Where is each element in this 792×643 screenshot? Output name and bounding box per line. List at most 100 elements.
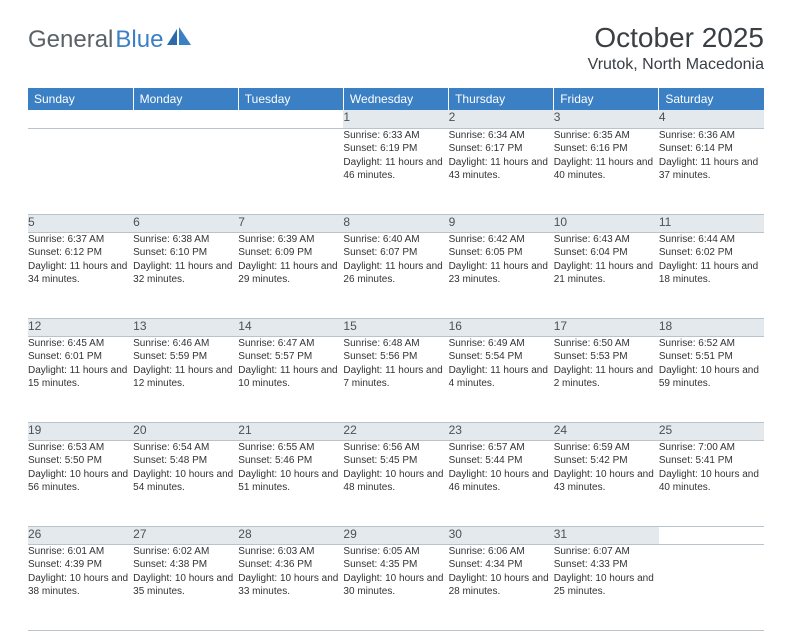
daylight-text: Daylight: 10 hours and 40 minutes. bbox=[659, 468, 764, 495]
calendar-weekday-header: SundayMondayTuesdayWednesdayThursdayFrid… bbox=[28, 88, 764, 110]
day-content-cell: Sunrise: 6:39 AMSunset: 6:09 PMDaylight:… bbox=[238, 232, 343, 318]
sunrise-text: Sunrise: 6:38 AM bbox=[133, 233, 238, 247]
day-content-cell: Sunrise: 6:37 AMSunset: 6:12 PMDaylight:… bbox=[28, 232, 133, 318]
day-content-cell: Sunrise: 6:56 AMSunset: 5:45 PMDaylight:… bbox=[343, 440, 448, 526]
sunrise-text: Sunrise: 6:46 AM bbox=[133, 337, 238, 351]
daylight-text: Daylight: 11 hours and 10 minutes. bbox=[238, 364, 343, 391]
daylight-text: Daylight: 10 hours and 59 minutes. bbox=[659, 364, 764, 391]
sunrise-text: Sunrise: 6:47 AM bbox=[238, 337, 343, 351]
day-content-cell: Sunrise: 6:55 AMSunset: 5:46 PMDaylight:… bbox=[238, 440, 343, 526]
day-number-cell: 15 bbox=[343, 318, 448, 336]
sunrise-text: Sunrise: 6:48 AM bbox=[343, 337, 448, 351]
sunset-text: Sunset: 5:45 PM bbox=[343, 454, 448, 468]
page-header: GeneralBlue October 2025 Vrutok, North M… bbox=[28, 22, 764, 74]
day-number-cell: 21 bbox=[238, 422, 343, 440]
sunset-text: Sunset: 6:05 PM bbox=[449, 246, 554, 260]
daylight-text: Daylight: 10 hours and 28 minutes. bbox=[449, 572, 554, 599]
daylight-text: Daylight: 11 hours and 32 minutes. bbox=[133, 260, 238, 287]
weekday-header-cell: Monday bbox=[133, 88, 238, 110]
day-number-cell: 19 bbox=[28, 422, 133, 440]
day-number-cell: 31 bbox=[554, 526, 659, 544]
sunset-text: Sunset: 6:19 PM bbox=[343, 142, 448, 156]
day-content-cell: Sunrise: 6:40 AMSunset: 6:07 PMDaylight:… bbox=[343, 232, 448, 318]
day-content-cell bbox=[238, 128, 343, 214]
day-content-cell: Sunrise: 6:52 AMSunset: 5:51 PMDaylight:… bbox=[659, 336, 764, 422]
day-number-row: 19202122232425 bbox=[28, 422, 764, 440]
sunset-text: Sunset: 6:12 PM bbox=[28, 246, 133, 260]
day-content-cell: Sunrise: 7:00 AMSunset: 5:41 PMDaylight:… bbox=[659, 440, 764, 526]
day-number-row: 12131415161718 bbox=[28, 318, 764, 336]
logo-text-a: General bbox=[28, 26, 113, 54]
sunrise-text: Sunrise: 6:44 AM bbox=[659, 233, 764, 247]
daylight-text: Daylight: 11 hours and 37 minutes. bbox=[659, 156, 764, 183]
sunrise-text: Sunrise: 6:54 AM bbox=[133, 441, 238, 455]
daylight-text: Daylight: 10 hours and 51 minutes. bbox=[238, 468, 343, 495]
daylight-text: Daylight: 11 hours and 21 minutes. bbox=[554, 260, 659, 287]
day-number-cell: 30 bbox=[449, 526, 554, 544]
sunrise-text: Sunrise: 6:45 AM bbox=[28, 337, 133, 351]
sunset-text: Sunset: 5:53 PM bbox=[554, 350, 659, 364]
day-content-cell: Sunrise: 6:34 AMSunset: 6:17 PMDaylight:… bbox=[449, 128, 554, 214]
day-number-cell bbox=[659, 526, 764, 544]
sunrise-text: Sunrise: 6:53 AM bbox=[28, 441, 133, 455]
sunrise-text: Sunrise: 6:56 AM bbox=[343, 441, 448, 455]
day-number-cell: 1 bbox=[343, 110, 448, 128]
daylight-text: Daylight: 11 hours and 34 minutes. bbox=[28, 260, 133, 287]
sunrise-text: Sunrise: 6:43 AM bbox=[554, 233, 659, 247]
sunset-text: Sunset: 6:10 PM bbox=[133, 246, 238, 260]
daylight-text: Daylight: 11 hours and 18 minutes. bbox=[659, 260, 764, 287]
logo-text-b: Blue bbox=[115, 26, 163, 54]
day-content-cell: Sunrise: 6:47 AMSunset: 5:57 PMDaylight:… bbox=[238, 336, 343, 422]
sunset-text: Sunset: 4:33 PM bbox=[554, 558, 659, 572]
day-number-cell: 29 bbox=[343, 526, 448, 544]
day-content-cell: Sunrise: 6:43 AMSunset: 6:04 PMDaylight:… bbox=[554, 232, 659, 318]
sunset-text: Sunset: 6:16 PM bbox=[554, 142, 659, 156]
day-content-row: Sunrise: 6:45 AMSunset: 6:01 PM Daylight:… bbox=[28, 336, 764, 422]
day-number-cell: 25 bbox=[659, 422, 764, 440]
day-number-cell: 5 bbox=[28, 214, 133, 232]
day-content-cell: Sunrise: 6:57 AMSunset: 5:44 PMDaylight:… bbox=[449, 440, 554, 526]
sunrise-text: Sunrise: 6:02 AM bbox=[133, 545, 238, 559]
sunset-text: Sunset: 5:54 PM bbox=[449, 350, 554, 364]
day-content-cell: Sunrise: 6:46 AMSunset: 5:59 PMDaylight:… bbox=[133, 336, 238, 422]
sunset-text: Sunset: 6:14 PM bbox=[659, 142, 764, 156]
sunset-text: Sunset: 5:59 PM bbox=[133, 350, 238, 364]
day-number-row: 1234 bbox=[28, 110, 764, 128]
sunset-text: Sunset: 5:56 PM bbox=[343, 350, 448, 364]
sunset-text: Sunset: 4:38 PM bbox=[133, 558, 238, 572]
daylight-text: Daylight: 11 hours and 2 minutes. bbox=[554, 364, 659, 391]
sunrise-text: Sunrise: 6:03 AM bbox=[238, 545, 343, 559]
weekday-header-cell: Sunday bbox=[28, 88, 133, 110]
sunset-text: Sunset: 5:57 PM bbox=[238, 350, 343, 364]
day-content-cell: Sunrise: 6:45 AMSunset: 6:01 PMDaylight:… bbox=[28, 336, 133, 422]
day-number-cell bbox=[28, 110, 133, 128]
location-label: Vrutok, North Macedonia bbox=[588, 56, 764, 74]
sunrise-text: Sunrise: 6:37 AM bbox=[28, 233, 133, 247]
day-content-cell bbox=[659, 544, 764, 630]
sunset-text: Sunset: 6:01 PM bbox=[28, 350, 133, 364]
weekday-header-cell: Thursday bbox=[449, 88, 554, 110]
day-number-cell: 27 bbox=[133, 526, 238, 544]
sunset-text: Sunset: 4:39 PM bbox=[28, 558, 133, 572]
month-title: October 2025 bbox=[588, 22, 764, 54]
daylight-text: Daylight: 10 hours and 56 minutes. bbox=[28, 468, 133, 495]
day-content-cell: Sunrise: 6:42 AMSunset: 6:05 PMDaylight:… bbox=[449, 232, 554, 318]
sunset-text: Sunset: 6:09 PM bbox=[238, 246, 343, 260]
daylight-text: Daylight: 11 hours and 7 minutes. bbox=[343, 364, 448, 391]
day-number-cell: 10 bbox=[554, 214, 659, 232]
sunrise-text: Sunrise: 6:42 AM bbox=[449, 233, 554, 247]
daylight-text: Daylight: 10 hours and 25 minutes. bbox=[554, 572, 659, 599]
sunrise-text: Sunrise: 6:33 AM bbox=[343, 129, 448, 143]
sunrise-text: Sunrise: 6:05 AM bbox=[343, 545, 448, 559]
sunset-text: Sunset: 5:48 PM bbox=[133, 454, 238, 468]
day-content-cell: Sunrise: 6:03 AMSunset: 4:36 PMDaylight:… bbox=[238, 544, 343, 630]
sunset-text: Sunset: 6:17 PM bbox=[449, 142, 554, 156]
weekday-header-cell: Tuesday bbox=[238, 88, 343, 110]
sunset-text: Sunset: 6:07 PM bbox=[343, 246, 448, 260]
day-content-cell: Sunrise: 6:53 AMSunset: 5:50 PMDaylight:… bbox=[28, 440, 133, 526]
daylight-text: Daylight: 10 hours and 46 minutes. bbox=[449, 468, 554, 495]
day-number-cell bbox=[238, 110, 343, 128]
weekday-header-cell: Wednesday bbox=[343, 88, 448, 110]
day-number-cell: 22 bbox=[343, 422, 448, 440]
daylight-text: Daylight: 10 hours and 38 minutes. bbox=[28, 572, 133, 599]
